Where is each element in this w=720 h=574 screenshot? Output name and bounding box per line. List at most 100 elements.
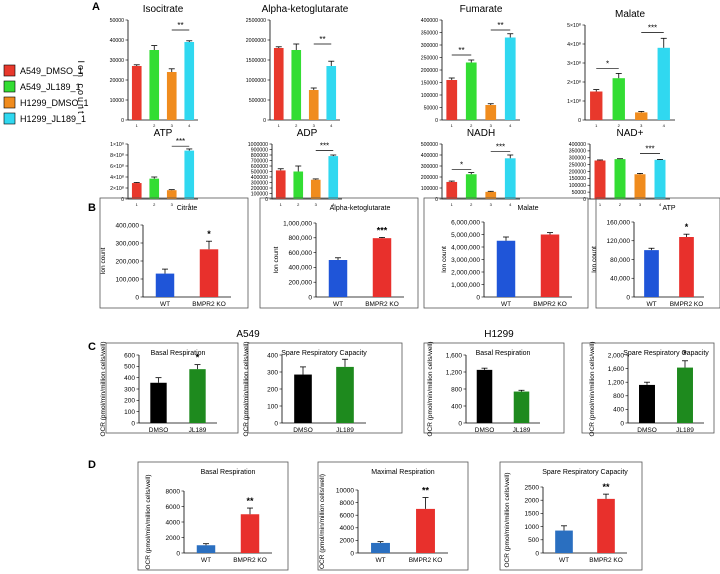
chart-title: NAD+ (617, 128, 644, 139)
y-axis-label: OCR (pmol/min/million cells/well) (243, 342, 250, 437)
chart-d_spare: Spare Respiratory Capacity 0 500 1000 1500 20… (499, 461, 643, 571)
chart-d_basal: Basal Respiration 0 2000 4000 6000 8000 OCR (p… (137, 461, 289, 571)
y-tick-label: 350000 (569, 149, 586, 155)
bar (465, 174, 477, 199)
y-tick-label: 0 (131, 420, 135, 427)
x-tick-label: WT (201, 557, 211, 564)
chart-title: Isocitrate (143, 4, 184, 15)
legend-label: A549_JL189_1 (20, 82, 81, 92)
significance-label: *** (645, 145, 654, 154)
chart-title: Spare Respiratory Capacity (281, 350, 367, 357)
y-tick-label: 300,000 (116, 240, 140, 247)
significance-label: *** (377, 225, 388, 235)
x-tick-label: 4 (509, 123, 512, 128)
bar (149, 178, 160, 199)
legend-entry: A549_JL189_1 (3, 80, 81, 93)
x-tick-label: DMSO (637, 427, 657, 434)
bar (294, 374, 312, 423)
chart-b_citrate: Citrate 0 100,000 200,000 300,000 400,000 Ion … (99, 197, 249, 309)
bar (496, 240, 516, 297)
significance-label: * (683, 349, 687, 359)
y-tick-label: 300 (124, 386, 135, 393)
bar (590, 91, 603, 120)
y-tick-label: 4,000,000 (451, 244, 480, 251)
y-tick-label: 700000 (251, 158, 268, 164)
y-axis-label: OCR (pmol/min/million cells/well) (504, 473, 511, 568)
bar (328, 156, 339, 199)
y-tick-label: 50000 (110, 18, 125, 24)
chart-title: ATP (154, 128, 173, 139)
y-tick-label: 300000 (421, 164, 438, 170)
x-tick-label: 1 (280, 202, 283, 207)
chart-title: Malate (615, 9, 645, 20)
bar (485, 191, 497, 199)
y-tick-label: 800 (451, 386, 462, 393)
y-tick-label: 10000 (110, 98, 125, 104)
significance-label: ** (319, 35, 325, 44)
x-tick-label: 3 (315, 202, 318, 207)
bar (555, 530, 573, 553)
y-tick-label: 600000 (251, 164, 268, 170)
chart-a_adp: ADP 0100000200000300000400000500000600000… (248, 128, 342, 207)
x-tick-label: 3 (490, 202, 493, 207)
x-tick-label: 1 (595, 123, 598, 128)
y-tick-label: 100 (267, 403, 278, 410)
y-tick-label: 900000 (251, 147, 268, 153)
panel-label-b: B (88, 202, 96, 214)
y-tick-label: 1000 (525, 524, 540, 531)
y-tick-label: 1500 (525, 511, 540, 518)
y-tick-label: 2500 (525, 484, 540, 491)
y-tick-label: 50000 (424, 105, 439, 111)
y-tick-label: 100000 (421, 93, 438, 99)
y-tick-label: 0 (176, 550, 180, 557)
x-tick-label: BMPR2 KO (533, 301, 567, 308)
x-tick-label: BMPR2 KO (589, 557, 623, 564)
y-tick-label: 0 (435, 118, 438, 124)
y-tick-label: 0 (535, 550, 539, 557)
y-tick-label: 2,000 (608, 352, 625, 359)
chart-a_akg: Alpha-ketoglutarate 0 500000 1000000 1500000… (246, 4, 349, 128)
y-tick-label: 80,000 (610, 257, 630, 264)
y-tick-label: 400 (267, 352, 278, 359)
chart-frame (595, 197, 720, 309)
significance-label: * (460, 160, 463, 169)
y-tick-label: 4000 (166, 519, 181, 526)
x-tick-label: 3 (171, 202, 174, 207)
chart-frame (99, 197, 249, 309)
significance-label: * (685, 222, 689, 232)
significance-label: *** (496, 143, 505, 152)
x-tick-label: JL189 (676, 427, 694, 434)
panel-c-title-h1299: H1299 (484, 329, 514, 340)
y-tick-label: 0 (435, 197, 438, 203)
y-tick-label: 0 (265, 197, 268, 203)
bar (446, 80, 458, 120)
y-tick-label: 350000 (421, 30, 438, 36)
significance-label: ** (246, 496, 254, 506)
y-tick-label: 200000 (421, 68, 438, 74)
y-tick-label: 2,000,000 (451, 269, 480, 276)
bar (679, 237, 694, 297)
y-axis-label: Ion count (441, 246, 448, 273)
y-tick-label: 1,600 (608, 366, 625, 373)
y-tick-label: 1500000 (246, 58, 266, 64)
x-tick-label: 1 (599, 202, 602, 207)
x-tick-label: 3 (313, 123, 316, 128)
y-tick-label: 600 (124, 352, 135, 359)
x-tick-label: 4 (188, 123, 191, 128)
bar (371, 542, 390, 553)
y-tick-label: 2000 (525, 497, 540, 504)
chart-b_malate: Malate 0 1,000,000 2,000,000 3,000,000 4,000,… (423, 197, 589, 309)
bar (635, 112, 648, 120)
x-tick-label: 1 (136, 123, 139, 128)
y-tick-label: 20000 (110, 78, 125, 84)
y-tick-label: 500000 (251, 169, 268, 175)
bar (476, 369, 493, 423)
bar (273, 48, 284, 120)
chart-title: Basal Respiration (476, 350, 531, 357)
y-tick-label: 1,000,000 (451, 282, 480, 289)
y-tick-label: 5,000,000 (451, 232, 480, 239)
panel-c-title-a549: A549 (236, 329, 260, 340)
y-tick-label: 8000 (340, 500, 355, 507)
y-tick-label: 160,000 (607, 219, 631, 226)
